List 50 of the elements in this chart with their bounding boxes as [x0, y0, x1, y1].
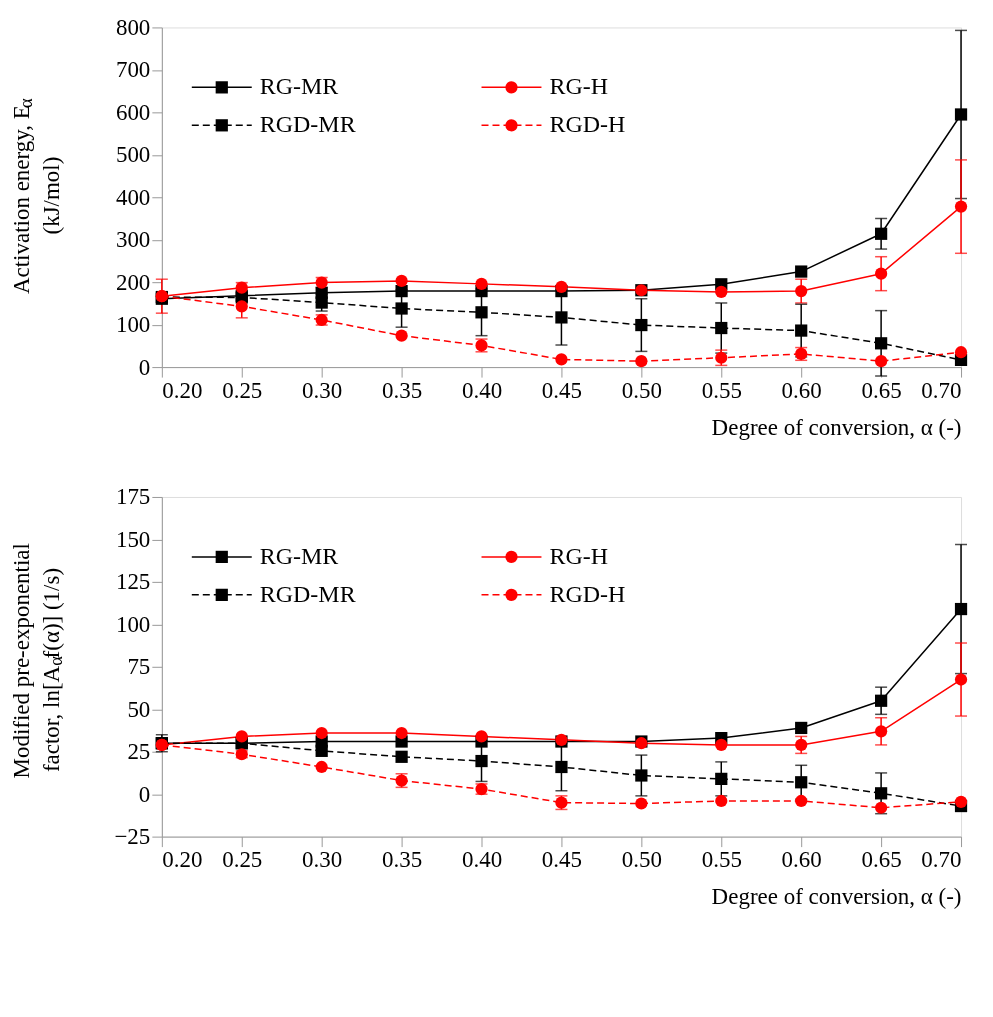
y-tick-label: −25 — [114, 824, 151, 850]
x-tick-label: 0.35 — [381, 847, 423, 873]
x-tick-label: 0.25 — [222, 847, 263, 873]
legend-label: RG-MR — [259, 73, 339, 100]
x-tick-label: 0.25 — [222, 377, 263, 403]
legend-label: RG-H — [549, 73, 609, 100]
y-tick-label: 400 — [115, 184, 151, 210]
y-tick-label: 50 — [127, 696, 151, 722]
y-tick-label: 500 — [115, 142, 151, 168]
y-tick-label: 300 — [115, 227, 151, 253]
x-tick-label: 0.70 — [921, 847, 962, 873]
x-tick-label: 0.40 — [461, 847, 503, 873]
x-tick-label: 0.30 — [302, 377, 343, 403]
y-tick-label: 600 — [115, 99, 151, 125]
x-tick-label: 0.30 — [302, 847, 343, 873]
legend-label: RGD-MR — [259, 580, 356, 607]
y-tick-label: 200 — [115, 269, 151, 295]
x-tick-label: 0.50 — [621, 377, 662, 403]
y-tick-label: 100 — [115, 611, 151, 637]
x-tick-label: 0.60 — [781, 847, 822, 873]
x-tick-label: 0.65 — [861, 847, 902, 873]
x-tick-label: 0.55 — [701, 847, 742, 873]
x-tick-label: 0.65 — [861, 377, 902, 403]
x-tick-label: 0.35 — [381, 377, 423, 403]
y-tick-label: 700 — [115, 57, 151, 83]
x-tick-label: 0.20 — [162, 377, 203, 403]
x-axis-title: Degree of conversion, α (-) — [711, 414, 962, 440]
y-tick-label: 0 — [138, 354, 151, 380]
y-tick-label: 800 — [115, 14, 151, 40]
legend-label: RGD-H — [549, 580, 626, 607]
legend-label: RGD-MR — [259, 111, 356, 138]
y-tick-label: 100 — [115, 312, 151, 338]
y-tick-label: 175 — [115, 484, 151, 510]
x-tick-label: 0.70 — [921, 377, 962, 403]
x-axis-title: Degree of conversion, α (-) — [711, 884, 962, 910]
x-tick-label: 0.60 — [781, 377, 822, 403]
legend-label: RG-H — [549, 542, 609, 569]
x-tick-label: 0.40 — [461, 377, 503, 403]
x-tick-label: 0.20 — [162, 847, 203, 873]
x-tick-label: 0.55 — [701, 377, 742, 403]
y-tick-label: 125 — [115, 569, 151, 595]
legend-label: RGD-H — [549, 111, 626, 138]
x-tick-label: 0.45 — [541, 847, 583, 873]
legend-label: RG-MR — [259, 542, 339, 569]
y-tick-label: 150 — [115, 526, 151, 552]
y-tick-label: 0 — [138, 781, 151, 807]
x-tick-label: 0.50 — [621, 847, 662, 873]
x-tick-label: 0.45 — [541, 377, 583, 403]
y-tick-label: 75 — [127, 654, 151, 680]
y-tick-label: 25 — [127, 739, 151, 765]
